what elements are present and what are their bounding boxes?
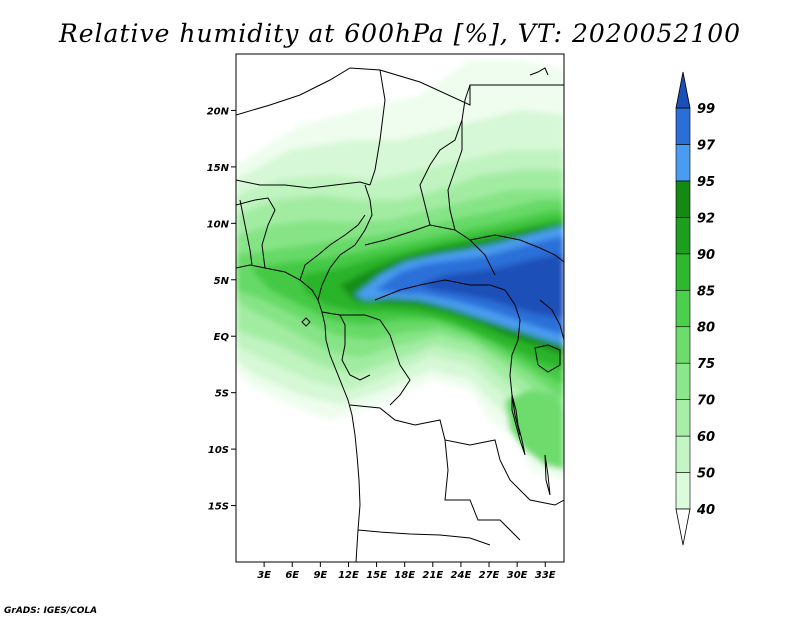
lon-tick-label: 30E xyxy=(507,570,528,581)
longitude-ticks: 3E 6E 9E 12E 15E 18E 21E 24E 27E 30E 33E xyxy=(257,562,556,581)
colorbar-label: 95 xyxy=(697,175,715,190)
colorbar-label: 50 xyxy=(697,467,715,482)
colorbar-segment xyxy=(675,326,691,364)
figure-title: Relative humidity at 600hPa [%], VT: 202… xyxy=(58,19,741,48)
border-chad-libya xyxy=(379,69,564,106)
colorbar-over-arrow xyxy=(675,71,691,109)
lake-victoria xyxy=(534,344,561,373)
colorbar-label: 90 xyxy=(697,248,715,263)
lat-tick-label: EQ xyxy=(214,332,230,343)
lon-tick-label: 18E xyxy=(394,570,415,581)
colorbar-under-arrow xyxy=(675,508,691,546)
border-namibia xyxy=(357,529,491,546)
colorbar: 40 50 60 70 75 80 85 90 92 95 97 99 xyxy=(675,71,716,546)
border-gabon xyxy=(321,311,371,381)
border-niger xyxy=(236,67,386,186)
colorbar-segment xyxy=(675,144,691,182)
colorbar-segment xyxy=(675,180,691,218)
colorbar-label: 75 xyxy=(697,357,715,372)
lon-tick-label: 6E xyxy=(285,570,299,581)
border-zambia xyxy=(499,459,564,506)
lon-tick-label: 21E xyxy=(422,570,443,581)
border-south-sudan xyxy=(469,234,564,263)
lat-tick-label: 10N xyxy=(207,219,230,230)
lake-tanganyika xyxy=(511,394,526,456)
rh-band-99 xyxy=(420,255,564,318)
lon-tick-label: 33E xyxy=(535,570,556,581)
colorbar-segment xyxy=(675,362,691,400)
border-chad-east xyxy=(419,119,463,226)
border-nigeria-east xyxy=(299,214,366,281)
lon-tick-label: 27E xyxy=(479,570,500,581)
lon-tick-label: 15E xyxy=(366,570,387,581)
border-cameroon xyxy=(317,184,373,301)
political-boundaries xyxy=(236,67,564,562)
colorbar-segment xyxy=(675,399,691,437)
border-benin xyxy=(239,199,253,266)
colorbar-label: 99 xyxy=(697,102,715,117)
west-coast xyxy=(236,264,361,562)
map-frame xyxy=(235,53,565,563)
map-panel: 3E 6E 9E 12E 15E 18E 21E 24E 27E 30E 33E 20N 15N 10N… xyxy=(207,53,565,581)
border-angola-east xyxy=(444,439,521,541)
lat-tick-label: 20N xyxy=(207,106,230,117)
bioko-island xyxy=(301,317,311,327)
lat-tick-label: 15S xyxy=(208,502,229,513)
rh-patch-southeast xyxy=(505,390,564,470)
colorbar-segment xyxy=(675,253,691,291)
red-sea-coast xyxy=(529,67,549,76)
lat-tick-label: 15N xyxy=(207,163,230,174)
border-car-north xyxy=(364,224,496,276)
border-angola-north xyxy=(349,404,501,461)
border-sudan xyxy=(447,84,471,231)
border-car-south xyxy=(374,279,506,301)
colorbar-label: 60 xyxy=(697,430,715,445)
colorbar-segment xyxy=(675,217,691,255)
border-burkina xyxy=(236,197,276,269)
colorbar-segment xyxy=(675,472,691,510)
lon-tick-label: 3E xyxy=(257,570,271,581)
colorbar-segment xyxy=(675,107,691,145)
colorbar-label: 80 xyxy=(697,321,715,336)
colorbar-label: 85 xyxy=(697,284,715,299)
lat-tick-label: 5S xyxy=(215,389,229,400)
lat-tick-label: 5N xyxy=(214,276,230,287)
border-nigeria xyxy=(236,179,371,189)
colorbar-label: 92 xyxy=(697,211,715,226)
latitude-ticks: 20N 15N 10N 5N EQ 5S 10S 15S xyxy=(207,106,236,513)
grads-credit: GrADS: IGES/COLA xyxy=(4,606,97,616)
colorbar-segment xyxy=(675,289,691,328)
border-drc-west xyxy=(340,314,411,406)
lon-tick-label: 24E xyxy=(451,570,472,581)
lake-malawi xyxy=(544,454,551,496)
colorbar-label: 70 xyxy=(697,394,715,409)
colorbar-segment xyxy=(675,435,691,473)
lat-tick-label: 10S xyxy=(208,445,229,456)
border-drc-east xyxy=(504,289,521,436)
lon-tick-label: 9E xyxy=(313,570,327,581)
border-east-africa xyxy=(539,299,564,341)
lon-tick-label: 12E xyxy=(338,570,359,581)
colorbar-label: 40 xyxy=(696,503,715,518)
humidity-field xyxy=(236,60,564,480)
colorbar-label: 97 xyxy=(697,138,716,153)
